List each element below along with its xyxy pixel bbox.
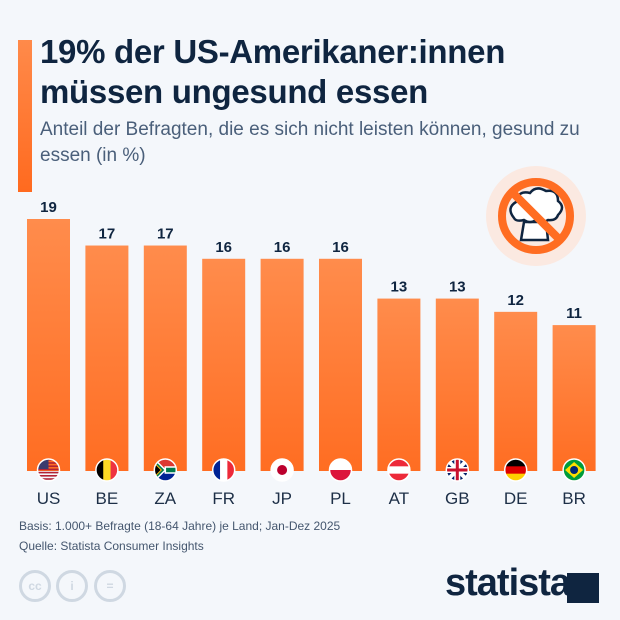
no-broccoli-icon <box>486 166 586 266</box>
category-label: AT <box>389 489 409 508</box>
flag-fr-icon <box>212 459 235 481</box>
data-label: 13 <box>449 279 466 296</box>
category-label: JP <box>272 489 292 508</box>
flag-border <box>387 458 411 482</box>
data-label: 12 <box>507 292 524 309</box>
bar-us <box>27 219 70 471</box>
data-label: 13 <box>391 279 408 296</box>
bar-jp <box>260 258 304 471</box>
page-title: 19% der US-Amerikaner:innen müssen unges… <box>40 33 506 110</box>
category-label: FR <box>212 489 235 508</box>
data-label: 19 <box>40 199 57 216</box>
flag-pl-icon <box>329 459 352 481</box>
flag-border <box>211 458 236 482</box>
data-label: 17 <box>99 226 116 243</box>
flag-br-icon <box>563 459 586 481</box>
flag-de-icon <box>504 459 527 481</box>
no-derivatives-icon[interactable]: = <box>94 570 126 602</box>
category-label: BR <box>562 489 586 508</box>
attribution-icon[interactable]: i <box>56 570 88 602</box>
data-label: 17 <box>157 226 174 243</box>
flag-border <box>562 458 586 482</box>
data-label: 16 <box>332 239 349 256</box>
flag-be-icon <box>95 459 118 481</box>
bar-za <box>143 245 187 471</box>
cc-icon[interactable]: cc <box>19 570 51 602</box>
flag-border <box>36 458 61 482</box>
data-label: 16 <box>274 239 291 256</box>
flag-border <box>95 458 119 482</box>
bar-at <box>377 298 421 471</box>
footnote-source: Quelle: Statista Consumer Insights <box>19 539 204 553</box>
category-label: GB <box>445 489 470 508</box>
category-label: US <box>37 489 61 508</box>
statista-logo-mark <box>567 573 599 603</box>
flag-border <box>503 458 528 482</box>
flag-at-icon <box>387 459 410 481</box>
footnote-basis: Basis: 1.000+ Befragte (18-64 Jahre) je … <box>19 519 341 533</box>
category-label: ZA <box>154 489 176 508</box>
flag-border <box>270 458 294 482</box>
flag-border <box>328 458 353 482</box>
data-label: 16 <box>215 239 232 256</box>
accent-bar <box>18 40 32 192</box>
page-subtitle: Anteil der Befragten, die es sich nicht … <box>40 119 580 166</box>
bar-fr <box>202 258 246 471</box>
flag-jp-icon <box>271 459 294 481</box>
bar-de <box>494 311 538 471</box>
flag-us-icon <box>37 459 60 480</box>
category-label: PL <box>330 489 351 508</box>
statista-logo[interactable]: statista <box>445 562 571 604</box>
bar-be <box>85 245 129 471</box>
flag-border <box>153 458 178 482</box>
bar-pl <box>319 258 362 471</box>
category-label: BE <box>96 489 119 508</box>
bar-gb <box>435 298 479 471</box>
data-label: 11 <box>566 305 582 322</box>
bar-br <box>552 325 596 471</box>
category-label: DE <box>504 489 528 508</box>
flag-border <box>445 458 470 482</box>
